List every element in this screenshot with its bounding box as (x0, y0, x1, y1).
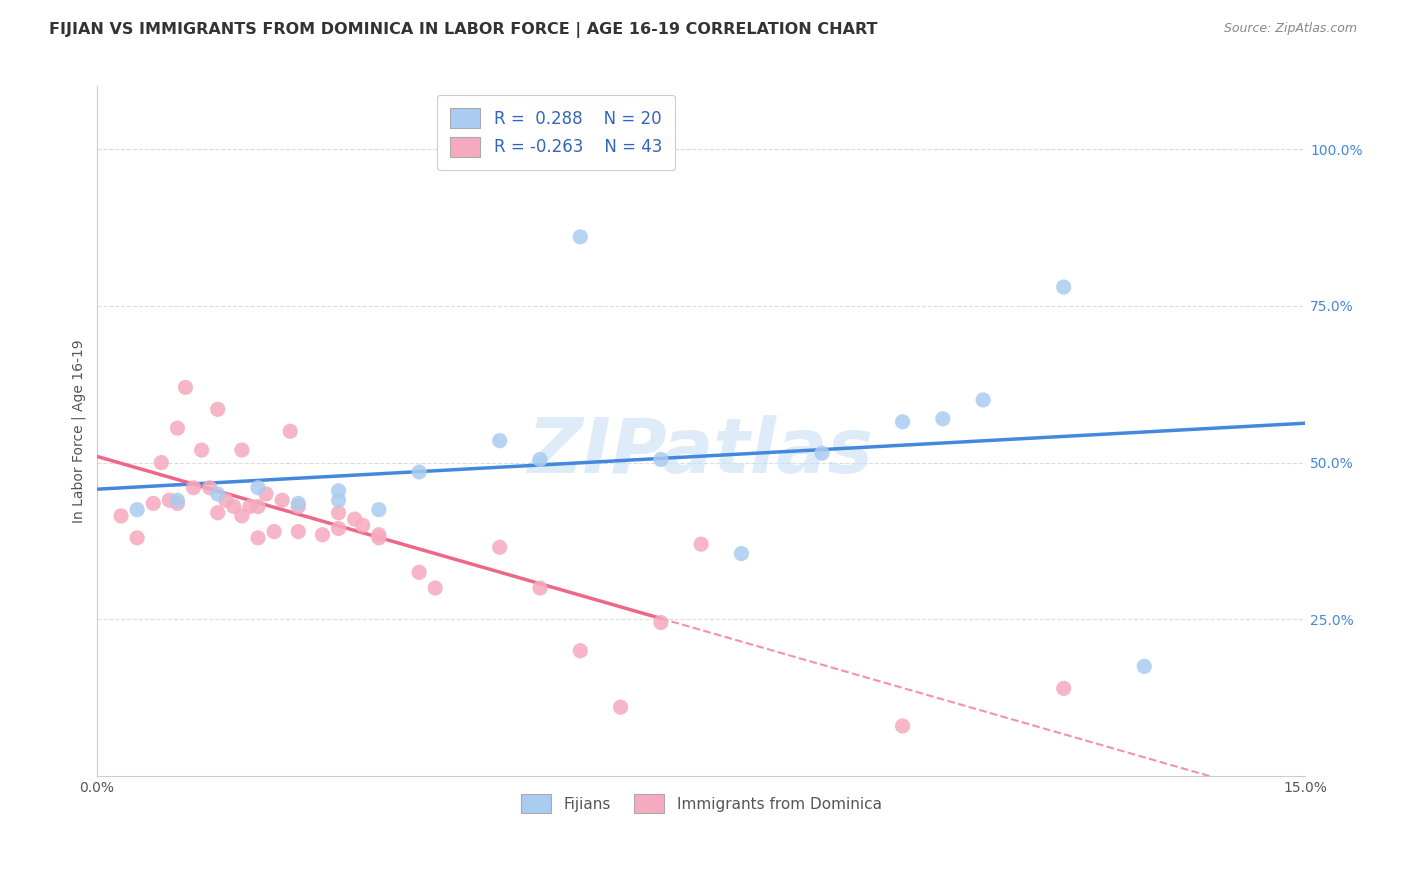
Point (569, 644, 592, 658)
Point (328, 493, 350, 508)
Point (183, 481, 205, 495)
Point (425, 581, 447, 595)
Point (110, 508, 132, 523)
Point (650, 452, 672, 467)
Point (569, 230, 592, 244)
Point (246, 531, 269, 545)
Point (972, 392, 994, 407)
Point (408, 566, 430, 580)
Point (278, 424, 301, 438)
Point (529, 581, 551, 595)
Point (246, 500, 269, 514)
Point (190, 443, 212, 458)
Point (891, 415, 914, 429)
Point (367, 527, 389, 541)
Point (343, 512, 366, 526)
Point (1053, 681, 1076, 696)
Text: Source: ZipAtlas.com: Source: ZipAtlas.com (1223, 22, 1357, 36)
Point (811, 446, 834, 460)
Legend: Fijians, Immigrants from Dominica: Fijians, Immigrants from Dominica (510, 784, 893, 823)
Point (246, 481, 269, 495)
Point (891, 719, 914, 733)
Point (231, 508, 253, 523)
Point (222, 500, 245, 514)
Point (127, 502, 149, 516)
Point (1053, 280, 1076, 294)
Point (529, 452, 551, 467)
Point (254, 487, 277, 501)
Point (231, 443, 253, 458)
Point (287, 500, 309, 514)
Point (174, 380, 197, 394)
Point (328, 506, 350, 520)
Point (488, 434, 510, 448)
Point (609, 700, 631, 714)
Text: FIJIAN VS IMMIGRANTS FROM DOMINICA IN LABOR FORCE | AGE 16-19 CORRELATION CHART: FIJIAN VS IMMIGRANTS FROM DOMINICA IN LA… (49, 22, 877, 38)
Point (932, 411, 955, 425)
Point (1133, 659, 1156, 673)
Point (328, 483, 350, 498)
Point (650, 615, 672, 630)
Point (690, 537, 713, 551)
Point (142, 496, 165, 510)
Point (488, 541, 510, 555)
Point (263, 524, 285, 539)
Point (287, 496, 309, 510)
Point (408, 465, 430, 479)
Point (127, 531, 149, 545)
Point (352, 518, 374, 533)
Point (157, 493, 180, 508)
Point (207, 402, 229, 417)
Point (166, 496, 188, 510)
Point (239, 500, 262, 514)
Text: ZIPatlas: ZIPatlas (529, 415, 875, 489)
Point (287, 524, 309, 539)
Point (207, 506, 229, 520)
Point (207, 487, 229, 501)
Point (367, 531, 389, 545)
Point (215, 493, 238, 508)
Y-axis label: In Labor Force | Age 16-19: In Labor Force | Age 16-19 (72, 340, 86, 523)
Point (166, 421, 188, 435)
Point (367, 502, 389, 516)
Point (311, 527, 333, 541)
Point (150, 456, 173, 470)
Point (328, 521, 350, 535)
Point (730, 547, 752, 561)
Point (198, 481, 221, 495)
Point (166, 493, 188, 508)
Point (271, 493, 294, 508)
